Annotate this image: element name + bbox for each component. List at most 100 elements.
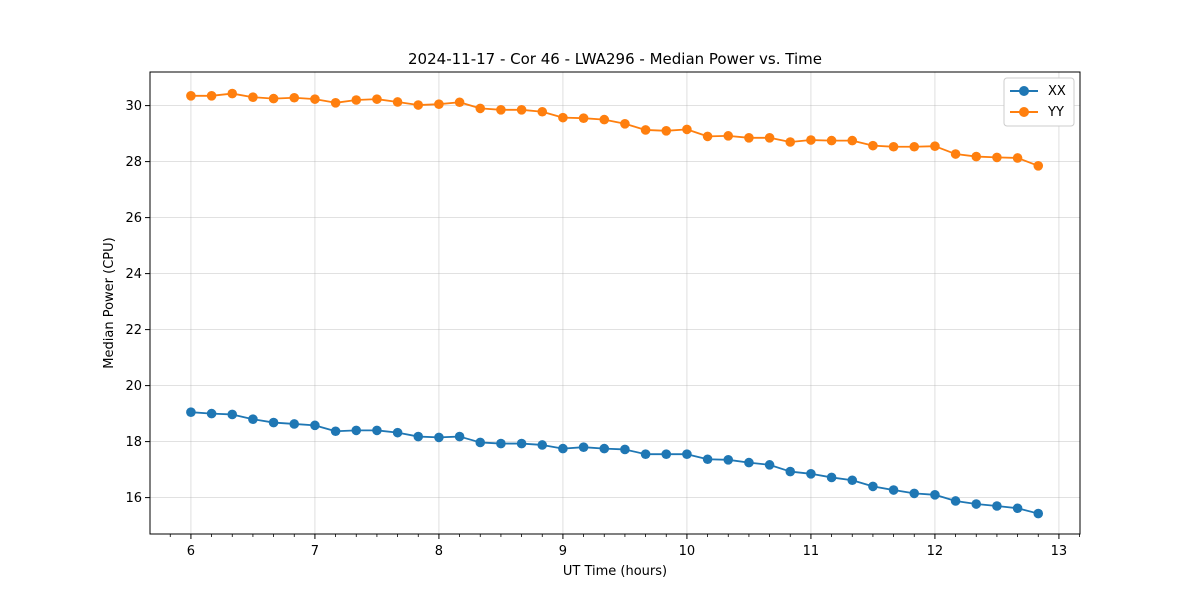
series-xx-point [310, 420, 320, 431]
series-yy-point [640, 125, 651, 135]
series-xx-point [268, 417, 279, 428]
series-yy-point [930, 141, 940, 151]
chart-title: 2024-11-17 - Cor 46 - LWA296 - Median Po… [408, 50, 822, 68]
series-xx-point [475, 437, 486, 448]
series-yy-point [971, 151, 982, 162]
legend-yy-marker [1019, 107, 1029, 117]
series-xx-point [578, 442, 589, 453]
y-tick-label: 16 [125, 491, 142, 506]
series-layer [186, 88, 1044, 519]
series-yy-point [909, 141, 920, 152]
x-axis-ticks: 6 7 8 9 10 11 12 13 [169, 534, 1080, 559]
series-yy-point [599, 114, 610, 125]
series-yy-point [558, 112, 568, 123]
series-yy-point [289, 92, 300, 103]
series-xx-point [702, 454, 713, 465]
series-yy-point [434, 99, 444, 109]
series-xx-point [992, 501, 1002, 511]
x-tick-label: 13 [1051, 544, 1068, 559]
series-yy-point [392, 97, 403, 107]
series-yy-point [702, 131, 713, 142]
x-tick-label: 9 [559, 544, 567, 559]
series-xx-point [186, 407, 196, 418]
x-tick-label: 8 [435, 544, 443, 559]
series-yy-point [744, 133, 754, 143]
series-xx-point [971, 499, 982, 509]
series-xx-point [434, 432, 444, 443]
series-xx-point [888, 485, 899, 495]
series-yy-point [268, 93, 279, 104]
x-tick-label: 10 [679, 544, 696, 559]
series-xx-point [558, 443, 568, 454]
series-yy-point [785, 137, 796, 147]
series-yy-point [227, 88, 238, 99]
series-xx-point [826, 472, 837, 483]
y-axis-label: Median Power (CPU) [102, 237, 117, 368]
series-yy-point [661, 126, 672, 136]
series-yy-point [330, 98, 341, 108]
series-xx-point [785, 466, 796, 477]
series-xx-point [330, 426, 341, 437]
x-tick-label: 11 [803, 544, 820, 559]
series-xx-point [661, 449, 672, 460]
y-tick-label: 28 [125, 155, 142, 170]
series-yy-point [826, 135, 837, 146]
series-yy-point [413, 100, 424, 110]
series-yy-point [372, 94, 382, 104]
series-xx-point [413, 431, 424, 442]
series-yy-point [310, 94, 320, 104]
y-tick-label: 30 [125, 99, 142, 114]
series-xx-point [764, 460, 775, 470]
x-tick-label: 7 [311, 544, 319, 559]
y-tick-label: 18 [125, 435, 142, 450]
series-xx-point [227, 409, 238, 420]
series-xx-point [640, 449, 651, 460]
series-yy-point [868, 140, 878, 151]
legend: XX YY [1003, 77, 1075, 127]
y-tick-label: 24 [125, 267, 142, 282]
grid-lines [150, 72, 1080, 534]
series-yy-point [764, 133, 775, 143]
series-yy-point [1033, 161, 1044, 171]
series-xx-point [248, 414, 258, 425]
series-yy-point [537, 106, 548, 117]
series-xx-point [620, 444, 630, 455]
series-xx-point [682, 449, 692, 460]
series-xx-point [806, 469, 816, 479]
series-yy-point [992, 152, 1002, 163]
plot-frame [149, 71, 1081, 535]
series-yy-point [888, 141, 899, 152]
y-axis-ticks: 16 18 20 22 24 26 28 30 [125, 99, 150, 506]
series-xx-point [454, 431, 465, 442]
series-xx-point [723, 455, 734, 465]
series-yy-point [682, 124, 692, 135]
series-xx-point [599, 443, 610, 454]
series-yy-point [806, 135, 816, 145]
series-xx-point [950, 496, 961, 506]
series-xx-point [930, 490, 940, 500]
series-xx-point [516, 438, 527, 449]
x-tick-label: 12 [927, 544, 944, 559]
y-tick-label: 20 [125, 379, 142, 394]
series-xx-point [909, 488, 920, 499]
series-xx-point [1033, 508, 1044, 519]
x-axis-label: UT Time (hours) [563, 564, 667, 579]
series-yy-point [950, 149, 961, 159]
series-yy-point [186, 91, 196, 101]
series-yy-point [847, 135, 858, 146]
series-xx-point [847, 475, 858, 486]
series-yy-point [496, 105, 506, 115]
series-yy-point [248, 92, 258, 102]
legend-xx-label: XX [1048, 84, 1066, 99]
series-yy-point [723, 131, 734, 141]
series-yy-point [206, 91, 217, 101]
series-xx-point [744, 457, 754, 468]
series-xx-point [351, 425, 362, 436]
series-xx-point [868, 481, 878, 492]
series-xx-point [1012, 503, 1023, 514]
series-yy-point [454, 97, 465, 108]
series-xx-point [206, 408, 217, 419]
y-tick-label: 22 [125, 323, 142, 338]
